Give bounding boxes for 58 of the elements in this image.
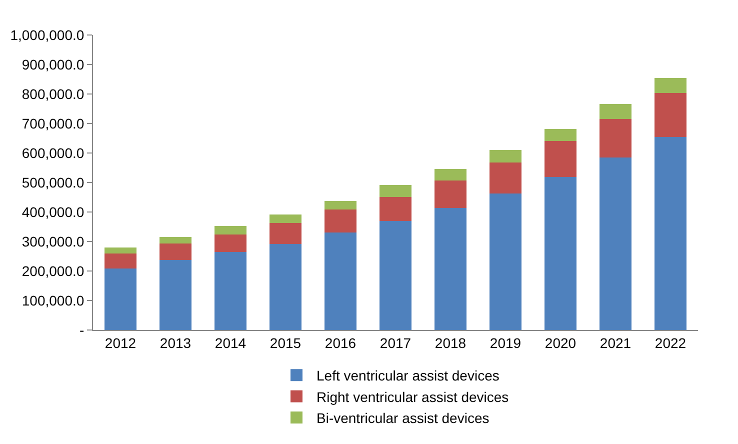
y-tick-label: -: [80, 322, 85, 338]
bar: [270, 214, 302, 223]
bar: [160, 260, 192, 330]
bar: [214, 234, 246, 252]
bar: [490, 162, 522, 194]
y-tick-label: 300,000.0: [22, 233, 84, 250]
bar: [270, 222, 302, 244]
x-tick-label: 2015: [270, 334, 302, 351]
bar: [544, 128, 576, 142]
x-tick-label: 2021: [600, 334, 632, 351]
bar: [104, 253, 136, 268]
bar: [324, 201, 356, 210]
bar: [544, 141, 576, 178]
bar: [600, 118, 632, 158]
y-tick-label: 1,000,000.0: [10, 26, 84, 43]
y-tick-label: 900,000.0: [22, 56, 84, 72]
bar: [380, 196, 412, 222]
bar: [434, 180, 466, 208]
bar: [270, 244, 302, 330]
bar: [380, 221, 412, 330]
y-tick-label: 700,000.0: [22, 115, 84, 132]
x-tick-label: 2013: [160, 334, 192, 351]
bar: [324, 210, 356, 232]
x-tick-label: 2018: [434, 334, 466, 351]
y-tick-label: 100,000.0: [22, 292, 84, 308]
y-tick-label: 600,000.0: [22, 144, 84, 161]
bar: [104, 247, 136, 254]
x-tick-label: 2016: [324, 334, 356, 351]
x-tick-label: 2012: [104, 334, 136, 351]
bar: [654, 136, 686, 330]
bar: [654, 92, 686, 137]
bar: [214, 226, 246, 234]
x-tick-label: 2019: [490, 334, 522, 351]
bar: [160, 237, 192, 244]
x-tick-label: 2022: [654, 334, 686, 351]
legend-label: Bi-ventricular assist devices: [316, 410, 490, 426]
x-tick-label: 2017: [380, 334, 412, 351]
y-tick-label: 200,000.0: [22, 262, 84, 279]
bar: [434, 208, 466, 330]
legend-label: Left ventricular assist devices: [316, 368, 500, 384]
x-tick-label: 2014: [214, 334, 246, 351]
y-tick-label: 500,000.0: [22, 174, 84, 190]
bar: [214, 252, 246, 330]
bar: [654, 78, 686, 93]
bar: [434, 169, 466, 180]
bar: [104, 268, 136, 330]
legend-label: Right ventricular assist devices: [316, 388, 509, 405]
bar: [600, 158, 632, 330]
y-tick-label: 400,000.0: [22, 204, 84, 220]
y-tick-label: 800,000.0: [22, 86, 84, 102]
bar: [600, 104, 632, 119]
x-tick-label: 2020: [544, 334, 576, 351]
bar: [160, 244, 192, 260]
bar: [490, 194, 522, 330]
bar: [544, 177, 576, 330]
bar: [324, 232, 356, 330]
bar: [490, 150, 522, 163]
bar: [380, 185, 412, 197]
